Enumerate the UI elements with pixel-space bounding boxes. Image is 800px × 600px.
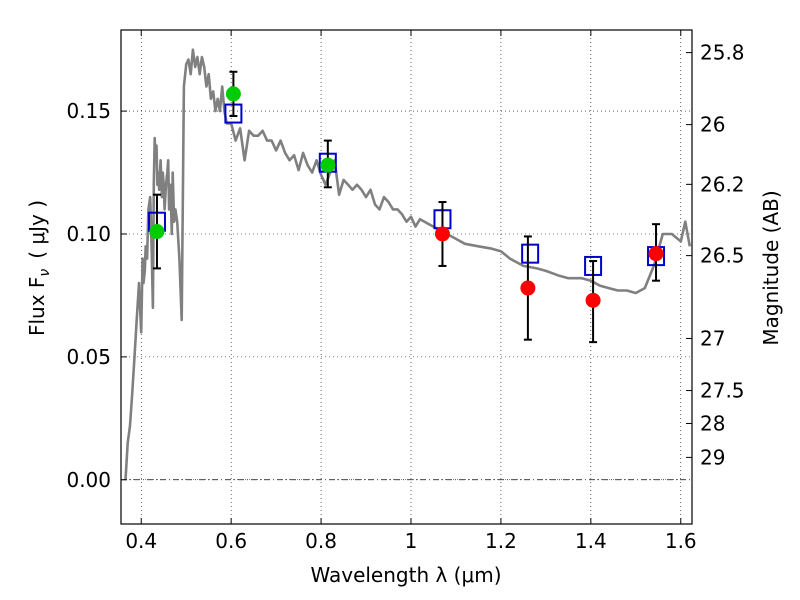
right-tick-label: 27 — [700, 326, 725, 350]
y-axis-title-main: Flux F — [25, 277, 49, 336]
grid-lines — [121, 30, 692, 524]
model-point-square — [521, 243, 540, 264]
spectrum-line — [124, 48, 692, 480]
right-tick-label: 25.8 — [700, 41, 745, 65]
y-tick-label: 0.10 — [66, 222, 111, 246]
model-spectrum — [124, 48, 692, 480]
right-axis-ticks: 25.8 26 26.2 26.5 27 27.5 28 29 — [686, 41, 745, 469]
x-tick-label: 1.6 — [665, 529, 697, 553]
y-tick-label: 0.05 — [66, 345, 111, 369]
x-tick-label: 0.8 — [305, 529, 337, 553]
y-axis-title: Flux Fν ( μJy ) — [25, 200, 53, 336]
observed-point — [434, 226, 450, 242]
y-axis-ticks: 0.00 0.05 0.10 0.15 — [66, 99, 127, 492]
y-axis-title-subscript: ν — [37, 269, 53, 277]
right-tick-label: 28 — [700, 411, 725, 435]
error-bars — [152, 70, 661, 344]
right-tick-label: 26.2 — [700, 172, 745, 196]
right-tick-label: 26.5 — [700, 244, 745, 268]
x-tick-label: 0.4 — [125, 529, 157, 553]
right-axis-title: Magnitude (AB) — [759, 190, 783, 345]
observed-point — [585, 292, 601, 308]
model-points — [147, 103, 666, 276]
y-tick-label: 0.15 — [66, 99, 111, 123]
observed-point — [648, 246, 664, 262]
observed-point — [149, 224, 165, 240]
right-tick-label: 29 — [700, 445, 725, 469]
y-axis-title-units: ( μJy ) — [25, 200, 49, 259]
y-tick-label: 0.00 — [66, 468, 111, 492]
observed-points — [149, 86, 664, 308]
x-tick-label: 0.6 — [215, 529, 247, 553]
x-tick-label: 1.4 — [575, 529, 607, 553]
observed-point — [225, 86, 241, 102]
observed-point — [520, 280, 536, 296]
x-tick-label: 1.2 — [485, 529, 517, 553]
right-tick-label: 26 — [700, 113, 725, 137]
right-tick-label: 27.5 — [700, 379, 745, 403]
plot-frame — [120, 29, 693, 525]
x-tick-label: 1 — [405, 529, 418, 553]
observed-point — [320, 157, 336, 173]
x-axis-ticks: 0.4 0.6 0.8 1 1.2 1.4 1.6 — [125, 30, 697, 553]
x-axis-title: Wavelength λ (μm) — [310, 563, 501, 587]
